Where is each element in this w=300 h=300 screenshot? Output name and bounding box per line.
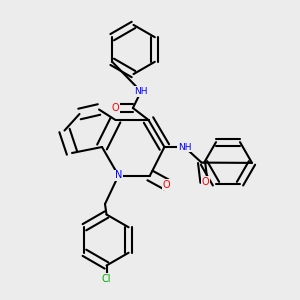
Text: NH: NH xyxy=(134,87,148,96)
Text: O: O xyxy=(112,103,119,113)
Text: O: O xyxy=(163,179,170,190)
Text: Cl: Cl xyxy=(102,274,111,284)
Text: N: N xyxy=(115,170,122,181)
Text: NH: NH xyxy=(178,142,191,152)
Text: O: O xyxy=(202,177,209,188)
